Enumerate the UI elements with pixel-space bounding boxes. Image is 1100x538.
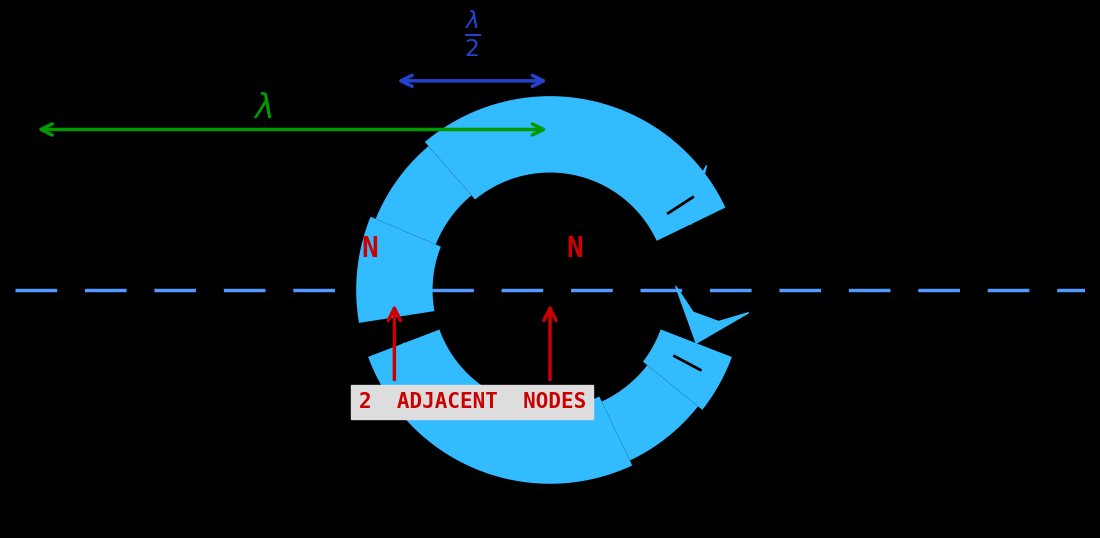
Text: N: N [362,235,378,263]
Text: 2  ADJACENT  NODES: 2 ADJACENT NODES [359,392,586,412]
Text: N: N [565,235,583,263]
Polygon shape [675,286,749,343]
Text: $\lambda$: $\lambda$ [253,91,273,125]
Polygon shape [636,166,706,224]
Polygon shape [383,343,456,400]
Text: $\frac{\lambda}{2}$: $\frac{\lambda}{2}$ [464,9,481,59]
